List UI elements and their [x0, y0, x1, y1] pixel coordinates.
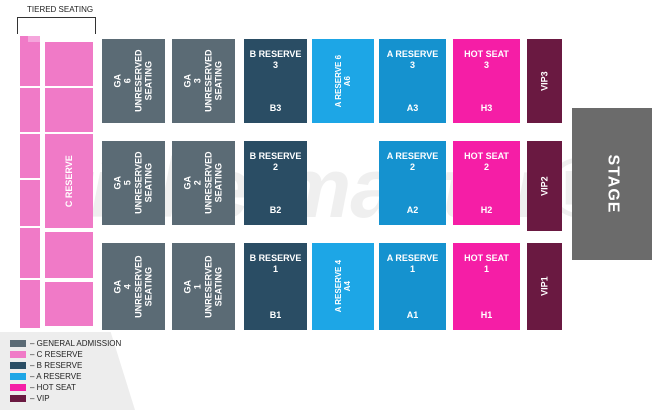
tiered-seating-bracket: [17, 17, 96, 34]
c-reserve-block[interactable]: [45, 42, 93, 86]
legend-item-c-reserve: – C RESERVE: [10, 349, 83, 360]
a-reserve-4-section[interactable]: A RESERVE 4 A4: [312, 243, 374, 330]
legend-swatch: [10, 395, 26, 402]
c-reserve-divider: [20, 278, 40, 280]
c-reserve-divider: [20, 132, 40, 134]
hot-seat-1-section[interactable]: HOT SEAT 1 H1: [453, 243, 520, 330]
c-reserve-divider: [20, 178, 40, 180]
ga-1-section[interactable]: GA 1 UNRESERVED SEATING: [172, 243, 235, 330]
hot-seat-2-section[interactable]: HOT SEAT 2 H2: [453, 141, 520, 225]
ga-2-section[interactable]: GA 2 UNRESERVED SEATING: [172, 141, 235, 225]
c-reserve-block-main[interactable]: C RESERVE: [45, 134, 93, 228]
ga-4-section[interactable]: GA 4 UNRESERVED SEATING: [102, 243, 165, 330]
legend-item-b-reserve: – B RESERVE: [10, 360, 82, 371]
legend-item-general-admission: – GENERAL ADMISSION: [10, 338, 121, 349]
b-reserve-1-section[interactable]: B RESERVE 1 B1: [244, 243, 307, 330]
legend-swatch: [10, 362, 26, 369]
vip-1-section[interactable]: VIP1: [527, 243, 562, 330]
ga-6-section[interactable]: GA 6 UNRESERVED SEATING: [102, 39, 165, 123]
a-reserve-6-section[interactable]: A RESERVE 6 A6: [312, 39, 374, 123]
b-reserve-2-section[interactable]: B RESERVE 2 B2: [244, 141, 307, 225]
legend-item-a-reserve: – A RESERVE: [10, 371, 81, 382]
a-reserve-2-section[interactable]: A RESERVE 2 A2: [379, 141, 446, 225]
a-reserve-1-section[interactable]: A RESERVE 1 A1: [379, 243, 446, 330]
c-reserve-divider: [20, 226, 40, 228]
c-reserve-block[interactable]: [45, 282, 93, 326]
b-reserve-3-section[interactable]: B RESERVE 3 B3: [244, 39, 307, 123]
c-reserve-block[interactable]: [45, 232, 93, 278]
c-reserve-notch: [28, 36, 40, 42]
legend-swatch: [10, 384, 26, 391]
tiered-seating-label: TIERED SEATING: [27, 5, 94, 14]
a-reserve-3-section[interactable]: A RESERVE 3 A3: [379, 39, 446, 123]
legend-item-vip: – VIP: [10, 393, 50, 404]
ticketmaster-watermark: ticketmaster®: [63, 141, 608, 235]
legend-swatch: [10, 373, 26, 380]
c-reserve-divider: [20, 86, 40, 88]
legend-swatch: [10, 351, 26, 358]
vip-3-section[interactable]: VIP3: [527, 39, 562, 123]
legend-item-hot-seat: – HOT SEAT: [10, 382, 76, 393]
stage: STAGE: [572, 108, 652, 260]
legend-swatch: [10, 340, 26, 347]
ga-3-section[interactable]: GA 3 UNRESERVED SEATING: [172, 39, 235, 123]
ga-5-section[interactable]: GA 5 UNRESERVED SEATING: [102, 141, 165, 225]
c-reserve-block[interactable]: [45, 88, 93, 132]
c-reserve-strip[interactable]: [20, 36, 40, 328]
vip-2-section[interactable]: VIP2: [527, 141, 562, 231]
c-reserve-label: C RESERVE: [63, 155, 74, 207]
hot-seat-3-section[interactable]: HOT SEAT 3 H3: [453, 39, 520, 123]
